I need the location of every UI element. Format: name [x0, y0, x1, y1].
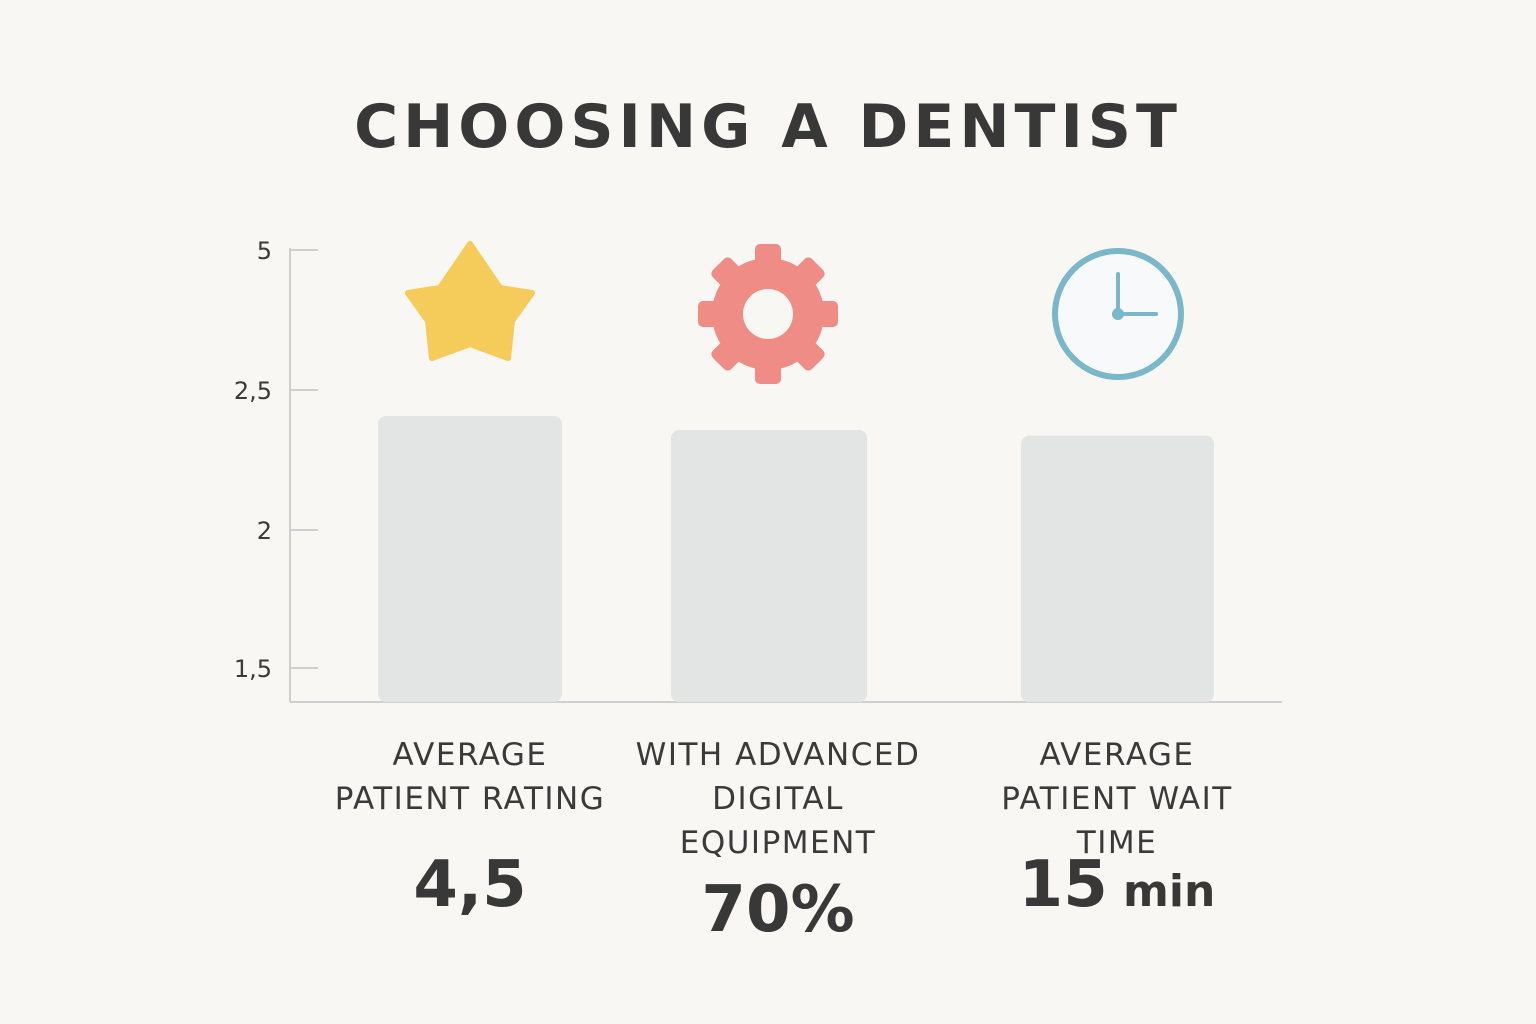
category-label: AVERAGE PATIENT RATING — [310, 733, 630, 821]
category-label: WITH ADVANCED DIGITAL EQUIPMENT — [618, 733, 938, 865]
category-label-line: AVERAGE — [1039, 737, 1195, 773]
category-label-line: EQUIPMENT — [679, 825, 877, 861]
value-label: 4,5 — [310, 850, 630, 920]
gear-icon — [698, 244, 838, 384]
value-label: 15 min — [957, 850, 1277, 927]
star-icon — [405, 241, 535, 361]
value-label: 70% — [618, 875, 938, 945]
bar — [671, 430, 867, 702]
y-tick-label: 5 — [257, 237, 272, 265]
category-label-line: WITH ADVANCED — [635, 737, 921, 773]
chart-title: CHOOSING A DENTIST — [354, 92, 1182, 162]
gear-icon-hole — [743, 289, 793, 339]
category-label-line: AVERAGE — [392, 737, 548, 773]
value-number: 4,5 — [413, 848, 527, 922]
value-unit: min — [1107, 866, 1216, 917]
star-icon-shape — [405, 241, 535, 361]
value-number: 15 — [1018, 848, 1108, 922]
bar — [378, 416, 562, 702]
category-label-line: PATIENT RATING — [334, 781, 606, 817]
clock-icon-center — [1112, 308, 1124, 320]
bar — [1021, 435, 1214, 702]
y-tick-label: 2 — [257, 517, 272, 545]
y-tick-label: 2,5 — [234, 377, 272, 405]
category-label-line: PATIENT WAIT TIME — [1001, 781, 1233, 861]
chart-bars — [378, 416, 1214, 702]
y-tick-label: 1,5 — [234, 655, 272, 683]
clock-icon — [1052, 248, 1184, 380]
category-label: AVERAGE PATIENT WAIT TIME — [957, 733, 1277, 865]
chart-icons — [405, 241, 1184, 384]
category-label-line: DIGITAL — [712, 781, 844, 817]
value-number: 70% — [701, 873, 855, 947]
